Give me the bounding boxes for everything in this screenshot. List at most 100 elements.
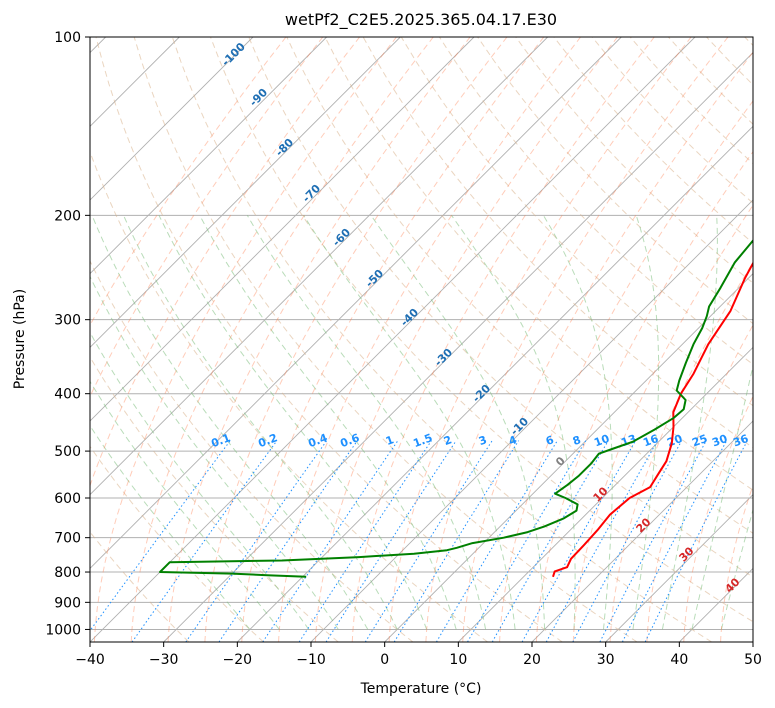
axes: −40 −30 −20 −10 0 10 20 30 40 50 1000 900 800 700 600 5…	[45, 30, 762, 668]
dry-adiabat-line	[286, 37, 753, 534]
isotherm-line	[605, 494, 753, 642]
y-tick-label: 800	[54, 565, 81, 581]
mixing-ratio-label: 1.5	[411, 431, 434, 450]
mixing-ratio-line	[90, 440, 231, 632]
mixing-ratio-line	[393, 440, 520, 642]
mixing-ratio-label: 1	[384, 433, 396, 448]
moist-adiabat-line	[90, 424, 251, 630]
moist-adiabat-line	[123, 215, 398, 630]
mixing-ratio-label: 0.6	[338, 431, 361, 450]
mixing-ratio-label: 30	[710, 432, 729, 450]
x-tick-label: 20	[523, 652, 541, 668]
isotherm-line	[90, 37, 622, 569]
x-tick-label: 40	[670, 652, 688, 668]
moist-adiabat-line	[246, 215, 487, 630]
isotherm-line	[90, 37, 696, 642]
moist-adiabat-line	[199, 215, 457, 630]
moist-adiabat-line	[90, 275, 339, 630]
mixing-ratio-line	[545, 440, 659, 642]
mixing-ratio-line	[572, 440, 683, 642]
dewpoint-line	[159, 239, 753, 578]
isotherm-line	[90, 37, 254, 201]
mixing-ratio-line	[491, 440, 609, 642]
mixing-ratio-line	[131, 440, 278, 642]
mixing-ratio-label: 6	[544, 433, 556, 448]
mixing-ratio-label: 10	[592, 432, 611, 450]
x-tick-label: −20	[223, 652, 253, 668]
y-tick-label: 400	[54, 387, 81, 403]
wet-bulb-line	[646, 324, 753, 642]
dry-adiabat-line	[95, 37, 563, 642]
wet-bulb-line	[130, 37, 434, 642]
moist-adiabat-line	[691, 363, 753, 630]
wet-bulb-line	[683, 395, 753, 642]
mixing-ratio-label: 8	[571, 433, 583, 448]
y-tick-label: 600	[54, 491, 81, 507]
moist-adiabat-line	[451, 215, 576, 630]
isotherm-line	[90, 37, 548, 496]
mixing-ratio-line	[262, 440, 399, 642]
wet-bulb-line	[167, 37, 471, 642]
mixing-ratio-label: 20	[665, 432, 684, 450]
moist-adiabat-line	[90, 331, 310, 630]
x-tick-label: 50	[744, 652, 762, 668]
dry-adiabat-line	[133, 37, 638, 642]
isotherm-line	[90, 37, 401, 348]
moist-adiabat-line	[158, 215, 428, 630]
x-tick-label: −30	[149, 652, 179, 668]
chart-title: wetPf2_C2E5.2025.365.04.17.E30	[285, 10, 557, 30]
wet-bulb-line	[462, 51, 753, 642]
isotherm-line	[237, 125, 753, 642]
temperature-line	[552, 261, 753, 578]
moist-adiabat-line	[542, 215, 613, 630]
wet-bulb-line	[93, 37, 397, 642]
mixing-ratio-line	[364, 440, 493, 642]
isotherm-line	[531, 420, 753, 642]
x-tick-label: −40	[75, 652, 105, 668]
y-tick-label: 100	[54, 30, 81, 46]
mixing-ratio-line	[435, 440, 558, 642]
wet-bulb-line	[757, 37, 775, 642]
mixing-ratio-line	[185, 440, 328, 642]
wet-bulb-line	[609, 261, 753, 642]
isotherm-line	[458, 346, 753, 642]
wet-bulb-line	[241, 37, 545, 642]
wet-bulb-line	[314, 37, 618, 642]
mixing-ratio-line	[467, 440, 587, 642]
x-tick-label: 10	[449, 652, 467, 668]
isotherm-line	[90, 37, 475, 422]
mixing-ratio-label: 36	[731, 432, 750, 450]
mixing-ratio-label: 4	[507, 433, 519, 448]
y-tick-label: 700	[54, 531, 81, 547]
x-tick-label: 30	[597, 652, 615, 668]
mixing-ratio-label: 0.4	[306, 431, 329, 450]
mixing-ratio-label: 16	[641, 432, 660, 450]
mixing-ratio-line	[521, 440, 637, 642]
wet-bulb-line	[720, 484, 753, 642]
wet-bulb-line	[278, 37, 581, 642]
wet-bulb-line	[535, 150, 753, 642]
wet-bulb-line	[572, 204, 753, 642]
mixing-ratio-line	[644, 440, 748, 642]
y-tick-label: 1000	[45, 622, 81, 638]
mixing-ratio-label: 0.2	[256, 431, 279, 450]
moist-adiabat-line	[661, 215, 718, 630]
y-tick-label: 900	[54, 595, 81, 611]
x-tick-label: −10	[296, 652, 326, 668]
isotherm-line	[163, 52, 753, 642]
mixing-ratio-label: 0.1	[209, 431, 232, 450]
y-tick-label: 300	[54, 313, 81, 329]
y-tick-label: 500	[54, 444, 81, 460]
plot-frame	[89, 36, 754, 643]
wet-bulb-line	[425, 37, 729, 642]
moist-adiabat-line	[370, 215, 546, 630]
dry-adiabat-line	[171, 37, 712, 642]
wet-bulb-line	[351, 37, 655, 642]
y-axis-label: Pressure (hPa)	[12, 289, 28, 389]
moist-adiabat-line	[632, 215, 660, 630]
isotherm-line	[752, 641, 753, 642]
dry-adiabat-line	[90, 259, 414, 642]
moist-adiabat-line	[303, 215, 516, 630]
mixing-ratio-label: 2	[442, 433, 454, 448]
